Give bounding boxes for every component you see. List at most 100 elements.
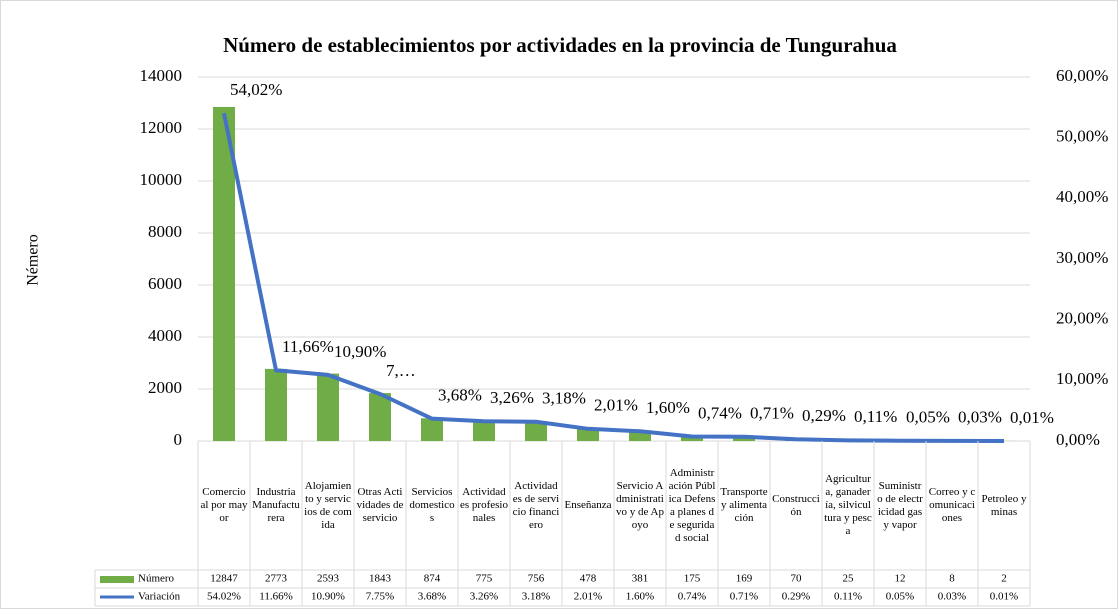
data-label: 7,… xyxy=(386,361,416,380)
data-label: 1,60% xyxy=(646,398,690,417)
table-value: 478 xyxy=(580,573,597,585)
data-label: 0,71% xyxy=(750,404,794,423)
chart-title: Número de establecimientos por actividad… xyxy=(223,33,897,57)
bar xyxy=(265,368,287,441)
category-cell: Enseñanza xyxy=(564,499,612,511)
legend-label: Variación xyxy=(138,591,181,603)
data-label: 0,05% xyxy=(906,408,950,427)
data-label: 3,26% xyxy=(490,388,534,407)
x-tick-label: Alojamiento y servicios de comida xyxy=(304,479,352,531)
y2-tick-label: 30,00% xyxy=(1056,248,1108,267)
table-value: 1843 xyxy=(369,573,392,585)
y2-tick-label: 60,00% xyxy=(1056,66,1108,85)
bar xyxy=(577,428,599,441)
table-value: 12847 xyxy=(210,573,238,585)
table-value: 54.02% xyxy=(207,591,241,603)
category-cell: Administración Pública Defensa planes de… xyxy=(669,467,716,544)
y2-tick-label: 20,00% xyxy=(1056,309,1108,328)
table-value: 25 xyxy=(843,573,855,585)
x-tick-label: Enseñanza xyxy=(564,499,612,511)
table-value: 0.29% xyxy=(782,591,810,603)
table-value: 0.05% xyxy=(886,591,914,603)
x-tick-label: Servicio Administrativo y de Apoyo xyxy=(616,479,664,531)
table-value: 1.60% xyxy=(626,591,654,603)
x-tick-label: Otras Actividades de servicio xyxy=(356,486,404,524)
y-tick-label: 4000 xyxy=(148,326,182,345)
y2-tick-label: 10,00% xyxy=(1056,369,1108,388)
legend-swatch xyxy=(100,576,134,583)
y2-tick-label: 50,00% xyxy=(1056,127,1108,146)
bar xyxy=(421,418,443,441)
table-value: 2593 xyxy=(317,573,340,585)
bar xyxy=(317,373,339,441)
category-cell: Actividades profesionales xyxy=(460,486,508,524)
table-value: 10.90% xyxy=(311,591,345,603)
bar xyxy=(369,393,391,441)
table-value: 775 xyxy=(476,573,493,585)
table-value: 175 xyxy=(684,573,701,585)
x-tick-label: Servicios domesticos xyxy=(409,486,455,524)
data-label: 2,01% xyxy=(594,396,638,415)
x-tick-label: Transporte y alimentación xyxy=(720,486,768,524)
category-cell: Industria Manufacturera xyxy=(252,486,300,524)
y-tick-label: 10000 xyxy=(140,170,183,189)
y-tick-label: 14000 xyxy=(140,66,183,85)
table-value: 381 xyxy=(632,573,649,585)
y-tick-label: 6000 xyxy=(148,274,182,293)
bar xyxy=(733,436,755,441)
category-cell: Servicios domesticos xyxy=(409,486,455,524)
legend-label: Número xyxy=(138,573,175,585)
y2-tick-label: 0,00% xyxy=(1056,430,1100,449)
data-label: 0,03% xyxy=(958,408,1002,427)
table-value: 169 xyxy=(736,573,753,585)
table-value: 8 xyxy=(949,573,955,585)
line xyxy=(222,112,1005,443)
data-label: 10,90% xyxy=(334,342,386,361)
table-value: 2.01% xyxy=(574,591,602,603)
data-label: 54,02% xyxy=(230,80,282,99)
table-value: 874 xyxy=(424,573,441,585)
y-tick-label: 12000 xyxy=(140,118,183,137)
table-value: 0.03% xyxy=(938,591,966,603)
data-label: 3,18% xyxy=(542,389,586,408)
table-value: 7.75% xyxy=(366,591,394,603)
table-value: 0.71% xyxy=(730,591,758,603)
data-label: 0,01% xyxy=(1010,408,1054,427)
category-cell: Correo y comunicaciones xyxy=(928,486,976,524)
category-cell: Suministro de electricidad gas y vapor xyxy=(877,479,923,531)
category-cell: Actividades de servicio financiero xyxy=(512,479,560,531)
category-cell: Comercio al por mayor xyxy=(200,486,248,524)
category-cell: Transporte y alimentación xyxy=(720,486,768,524)
bar xyxy=(629,431,651,441)
table-value: 0.74% xyxy=(678,591,706,603)
category-cell: Servicio Administrativo y de Apoyo xyxy=(616,479,664,531)
table-value: 756 xyxy=(528,573,545,585)
category-cell: Construcción xyxy=(772,493,820,518)
x-tick-label: Suministro de electricidad gas y vapor xyxy=(877,479,923,531)
table-value: 70 xyxy=(791,573,803,585)
x-tick-label: Actividades profesionales xyxy=(460,486,508,524)
y-tick-label: 8000 xyxy=(148,222,182,241)
category-cell: Agricultura, ganadería, silvicultura y p… xyxy=(824,473,872,537)
y2-tick-label: 40,00% xyxy=(1056,187,1108,206)
table-value: 0.01% xyxy=(990,591,1018,603)
bar xyxy=(525,421,547,441)
table-value: 3.18% xyxy=(522,591,550,603)
data-label: 3,68% xyxy=(438,386,482,405)
y-tick-label: 0 xyxy=(174,430,183,449)
x-tick-label: Comercio al por mayor xyxy=(200,486,248,524)
category-cell: Petroleo y minas xyxy=(981,492,1027,518)
x-tick-label: Actividades de servicio financiero xyxy=(512,479,560,531)
category-cell: Alojamiento y servicios de comida xyxy=(304,479,352,531)
data-label: 0,74% xyxy=(698,403,742,422)
data-label: 11,66% xyxy=(282,337,334,356)
x-tick-label: Correo y comunicaciones xyxy=(928,486,976,524)
data-label: 0,11% xyxy=(854,407,897,426)
category-cell: Otras Actividades de servicio xyxy=(356,486,404,524)
bar xyxy=(473,420,495,441)
y-tick-label: 2000 xyxy=(148,378,182,397)
table-value: 3.26% xyxy=(470,591,498,603)
x-tick-label: Petroleo y minas xyxy=(981,492,1027,518)
